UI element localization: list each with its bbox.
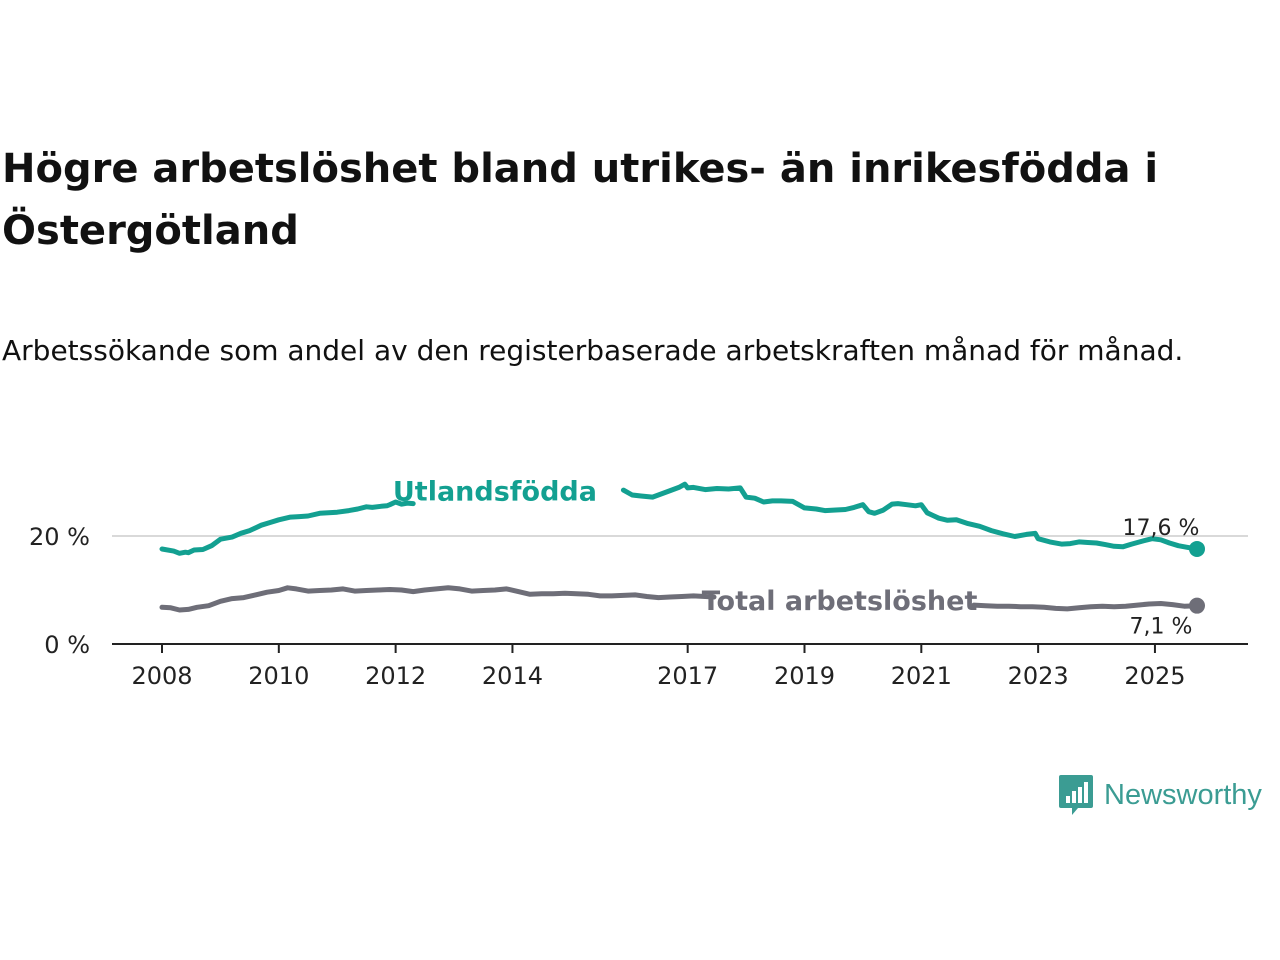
end-value-label-total-arbetsl-shet: 7,1 % xyxy=(1130,615,1193,640)
series-line-utlandsf-dda xyxy=(159,499,416,556)
series-line-total-arbetsl-shet xyxy=(159,585,717,613)
axes: 0 % 20 % 2008 2010 2012 2014 2017 2019 2021 2023 2… xyxy=(29,523,1248,690)
chart-title: Högre arbetslöshet bland utrikes- än inr… xyxy=(2,146,1159,254)
y-tick-label: 0 % xyxy=(44,631,90,659)
x-tick-label: 2012 xyxy=(365,662,426,690)
x-tick-label: 2017 xyxy=(657,662,718,690)
x-tick-label: 2023 xyxy=(1008,662,1069,690)
chart-subtitle: Arbetssökande som andel av den registerb… xyxy=(2,334,1184,367)
brand-name: Newsworthy xyxy=(1104,778,1262,811)
x-tick-label: 2025 xyxy=(1124,662,1185,690)
labels: 17,6 % 7,1 % Utlandsfödda Total arbetslöshe… xyxy=(393,477,1200,640)
newsworthy-logo-icon xyxy=(1059,775,1093,815)
x-tick-label: 2021 xyxy=(891,662,952,690)
x-tick-label: 2014 xyxy=(482,662,543,690)
series-label-utlandsf-dda: Utlandsfödda xyxy=(393,477,597,508)
end-point-total-arbetsl-shet xyxy=(1189,597,1205,614)
x-tick-label: 2008 xyxy=(131,662,192,690)
end-point-utlandsf-dda xyxy=(1189,540,1205,557)
series-label-total-arbetsl-shet: Total arbetslöshet xyxy=(702,586,978,617)
series xyxy=(159,481,1205,614)
y-tick-label: 20 % xyxy=(29,523,90,551)
series-line-total-arbetsl-shet xyxy=(971,601,1200,612)
newsworthy-brand[interactable]: Newsworthy xyxy=(1058,772,1262,818)
series-line-utlandsf-dda xyxy=(620,481,1200,552)
end-value-label-utlandsf-dda: 17,6 % xyxy=(1123,516,1200,541)
x-tick-label: 2019 xyxy=(774,662,835,690)
x-tick-label: 2010 xyxy=(248,662,309,690)
